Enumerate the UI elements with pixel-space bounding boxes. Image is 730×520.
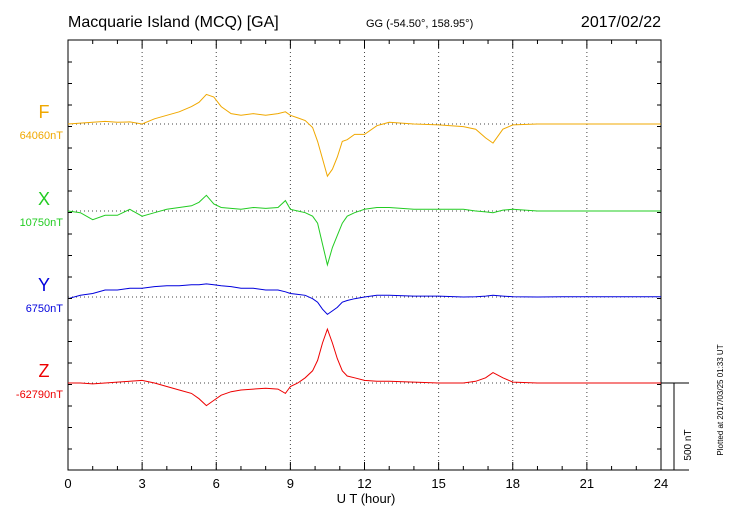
component-letter-f: F (39, 102, 50, 122)
component-letter-y: Y (38, 275, 50, 295)
x-tick-label: 0 (64, 476, 71, 491)
x-axis-ticks: 0 3 6 9 12 15 18 21 24 (64, 40, 668, 491)
component-baseline-x: 10750nT (20, 217, 64, 229)
scale-bar: 500 nT (661, 382, 694, 471)
component-letter-x: X (38, 189, 50, 209)
component-letter-z: Z (39, 361, 50, 381)
component-baseline-y: 6750nT (26, 303, 64, 315)
x-tick-label: 15 (431, 476, 445, 491)
component-labels: F 64060nT X 10750nT Y 6750nT Z -62790nT (16, 102, 63, 401)
x-axis-title: U T (hour) (337, 491, 396, 506)
x-tick-label: 9 (287, 476, 294, 491)
chart-date: 2017/02/22 (581, 14, 661, 31)
series-line-f (67, 93, 661, 178)
chart-title: Macquarie Island (MCQ) [GA] (68, 14, 279, 31)
component-baseline-f: 64060nT (20, 130, 64, 142)
series-line-x (67, 194, 661, 267)
component-baseline-z: -62790nT (16, 389, 63, 401)
series-lines (67, 93, 661, 407)
x-tick-label: 12 (357, 476, 371, 491)
x-tick-label: 24 (654, 476, 668, 491)
x-tick-label: 3 (139, 476, 146, 491)
series-line-z (68, 327, 661, 407)
scale-bar-label: 500 nT (683, 429, 694, 460)
plot-grid (68, 40, 661, 470)
plotted-timestamp: Plotted at 2017/03/25 01:33 UT (716, 344, 725, 455)
series-line-y (67, 283, 661, 316)
station-coordinates: GG (-54.50°, 158.95°) (366, 18, 473, 30)
x-tick-label: 18 (506, 476, 520, 491)
x-tick-label: 6 (213, 476, 220, 491)
x-tick-label: 21 (580, 476, 594, 491)
